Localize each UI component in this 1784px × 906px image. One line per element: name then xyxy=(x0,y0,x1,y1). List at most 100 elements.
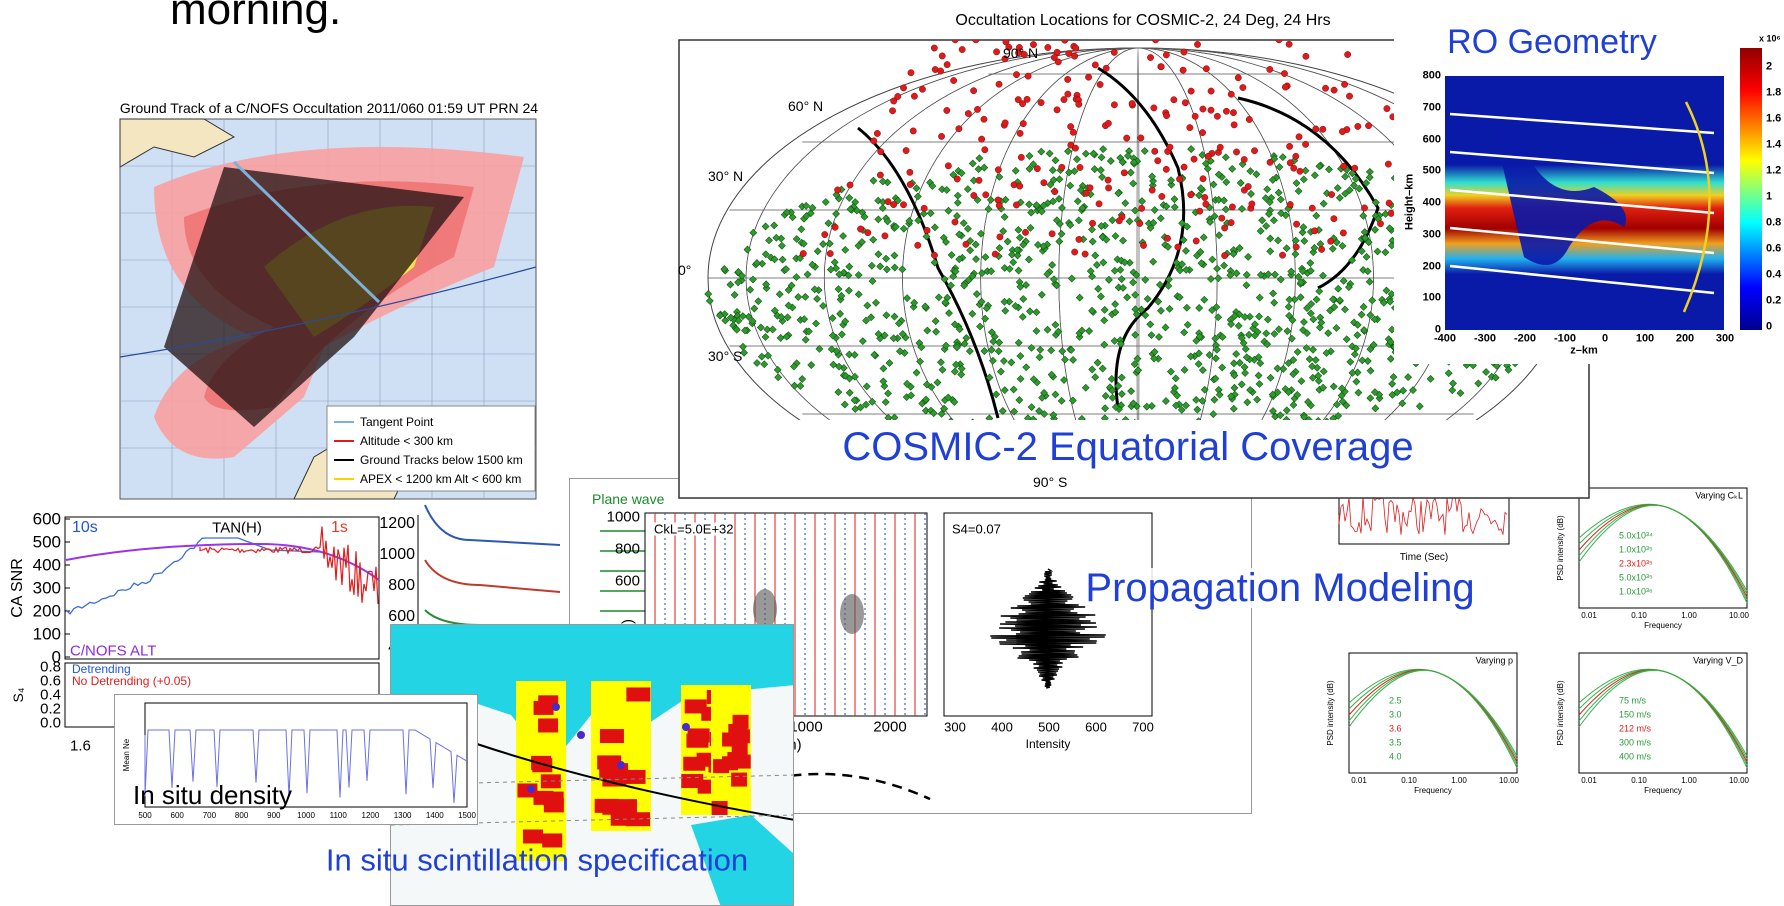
occultation-point xyxy=(830,258,839,267)
occultation-point-red xyxy=(902,147,910,154)
occultation-point xyxy=(774,373,783,382)
occultation-point xyxy=(1255,380,1264,388)
occultation-point xyxy=(921,406,930,415)
occultation-point xyxy=(758,259,767,268)
occultation-point xyxy=(1251,320,1259,329)
y-tick-label: 800 xyxy=(614,540,640,558)
occultation-point xyxy=(923,380,931,389)
occultation-point xyxy=(1137,305,1146,314)
occultation-point-red xyxy=(1015,49,1022,57)
occultation-point xyxy=(1118,158,1127,166)
occultation-point-red xyxy=(1053,48,1061,56)
y-tick-label: 0.6 xyxy=(40,672,61,690)
occultation-point xyxy=(1226,271,1235,280)
occultation-point xyxy=(932,327,940,336)
occultation-point xyxy=(872,298,880,307)
occultation-point-red xyxy=(1191,112,1199,120)
occultation-point-red xyxy=(1327,237,1335,245)
colorbar-tick-label: 1.8 xyxy=(1766,86,1782,99)
occultation-point-red xyxy=(1330,86,1338,94)
occultation-point-red xyxy=(900,84,907,92)
occultation-point-red xyxy=(1164,234,1171,242)
occultation-point xyxy=(1353,331,1362,340)
blob xyxy=(753,589,777,629)
y-tick-label: 200 xyxy=(1422,260,1441,272)
occultation-point xyxy=(942,186,951,194)
x-tick-label: 700 xyxy=(202,811,217,820)
occultation-point xyxy=(1300,237,1309,245)
red-cell xyxy=(684,699,707,714)
occultation-point xyxy=(903,379,911,388)
occultation-point xyxy=(750,304,759,313)
occultation-point xyxy=(1324,329,1333,338)
occultation-point-red xyxy=(1136,220,1144,227)
colorbar-tick-label: 0.4 xyxy=(1766,268,1782,281)
occultation-point-red xyxy=(1361,204,1368,212)
occultation-point xyxy=(770,306,779,315)
x-tick-label: 1400 xyxy=(425,811,444,820)
occultation-point-red xyxy=(1244,183,1252,190)
occultation-point-red xyxy=(1192,237,1200,245)
occultation-point xyxy=(947,417,955,420)
occultation-point xyxy=(1294,272,1303,281)
occultation-point xyxy=(844,271,853,280)
occultation-point xyxy=(884,413,893,420)
occultation-point xyxy=(850,396,859,405)
occultation-point xyxy=(1269,216,1278,225)
x-tick-label: 0.01 xyxy=(1581,611,1597,620)
occultation-point-red xyxy=(1162,51,1170,59)
occultation-point xyxy=(955,230,964,239)
occultation-point-red xyxy=(1179,66,1187,74)
occultation-point xyxy=(992,390,1001,399)
red-cell xyxy=(683,756,706,771)
occultation-point xyxy=(863,301,872,310)
occultation-point xyxy=(1093,261,1101,269)
occultation-point-red xyxy=(1251,147,1258,155)
occultation-point xyxy=(981,253,990,261)
occultation-point xyxy=(1048,166,1057,175)
y-tick-label: 400 xyxy=(32,555,61,575)
red-curve xyxy=(199,526,379,605)
occultation-point xyxy=(778,255,787,264)
occultation-point-red xyxy=(1319,125,1327,133)
occultation-point xyxy=(784,286,793,294)
occultation-point xyxy=(1097,153,1106,162)
occultation-point xyxy=(1016,233,1024,242)
occultation-point-red xyxy=(1312,125,1320,133)
occultation-point xyxy=(1298,228,1307,237)
occultation-point xyxy=(1121,415,1130,420)
occultation-point xyxy=(1005,265,1014,273)
occultation-point xyxy=(1027,403,1036,411)
occultation-point xyxy=(1036,345,1045,354)
occultation-point xyxy=(720,265,729,273)
occultation-point xyxy=(1291,250,1300,259)
occultation-point xyxy=(1282,415,1291,420)
occultation-point xyxy=(1314,417,1323,420)
occultation-point xyxy=(1054,327,1063,336)
occultation-point xyxy=(1221,205,1230,214)
occultation-point xyxy=(845,286,853,295)
occultation-point xyxy=(1303,304,1311,313)
occultation-point-red xyxy=(1166,143,1174,151)
occultation-point-red xyxy=(1354,123,1362,130)
occultation-point xyxy=(1346,357,1355,366)
occultation-point xyxy=(1179,236,1188,244)
occultation-point-red xyxy=(1227,219,1235,227)
occultation-point-red xyxy=(1204,152,1212,160)
red-cell xyxy=(731,772,748,787)
x-tick-label: 0.10 xyxy=(1401,776,1417,785)
occultation-point xyxy=(1155,333,1163,341)
occultation-point xyxy=(1444,369,1453,378)
occultation-point-red xyxy=(1082,189,1090,197)
occultation-point xyxy=(1203,164,1212,173)
label: Plane wave xyxy=(592,491,665,507)
occultation-point xyxy=(1170,203,1179,212)
occultation-point-red xyxy=(943,61,951,68)
occultation-point-red xyxy=(1318,245,1325,253)
occultation-point xyxy=(1195,304,1204,312)
occultation-point xyxy=(1013,251,1022,260)
occultation-point xyxy=(761,250,770,259)
occultation-point-red xyxy=(1053,106,1061,114)
red-cell xyxy=(538,718,559,733)
occultation-point-red xyxy=(1157,63,1165,71)
